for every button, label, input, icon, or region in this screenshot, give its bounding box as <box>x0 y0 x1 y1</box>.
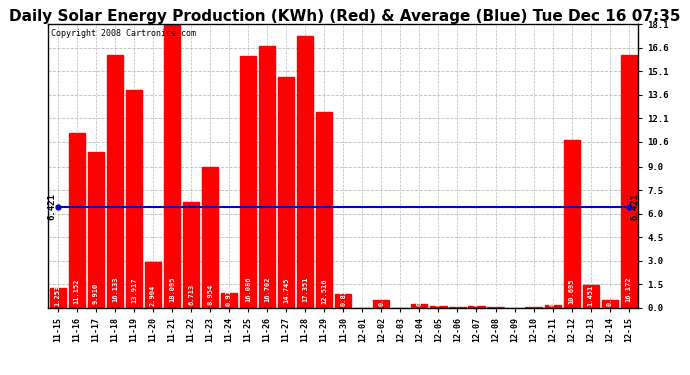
Text: 0.007: 0.007 <box>493 285 498 306</box>
Bar <box>544 304 561 307</box>
Text: 13.917: 13.917 <box>131 278 137 303</box>
Text: 8.954: 8.954 <box>207 284 213 305</box>
Text: 0.046: 0.046 <box>531 285 537 306</box>
Bar <box>431 306 446 308</box>
Bar <box>183 202 199 308</box>
Bar <box>582 285 599 308</box>
Text: 2.904: 2.904 <box>150 285 156 306</box>
Bar <box>526 307 542 308</box>
Bar <box>602 300 618 307</box>
Bar <box>69 133 85 308</box>
Text: Daily Solar Energy Production (KWh) (Red) & Average (Blue) Tue Dec 16 07:35: Daily Solar Energy Production (KWh) (Red… <box>9 9 681 24</box>
Text: 6.713: 6.713 <box>188 284 194 305</box>
Bar <box>620 54 637 307</box>
Bar <box>240 56 256 308</box>
Text: 0.000: 0.000 <box>397 285 404 306</box>
Bar <box>297 36 313 308</box>
Text: 9.910: 9.910 <box>93 283 99 304</box>
Text: 18.095: 18.095 <box>169 276 175 302</box>
Text: 0.107: 0.107 <box>473 285 480 306</box>
Bar <box>107 55 123 308</box>
Bar <box>221 293 237 308</box>
Bar <box>164 24 180 307</box>
Bar <box>411 304 428 307</box>
Bar <box>564 140 580 308</box>
Text: 0.477: 0.477 <box>378 285 384 306</box>
Text: 0.105: 0.105 <box>435 285 442 306</box>
Text: 16.133: 16.133 <box>112 277 118 303</box>
Bar <box>202 168 218 308</box>
Text: 0.182: 0.182 <box>550 285 555 306</box>
Text: 11.152: 11.152 <box>74 279 80 304</box>
Text: 1.253: 1.253 <box>55 285 61 306</box>
Bar <box>50 288 66 308</box>
Text: 12.516: 12.516 <box>322 278 327 304</box>
Bar <box>126 90 142 308</box>
Bar <box>373 300 389 307</box>
Text: Copyright 2008 Cartronics.com: Copyright 2008 Cartronics.com <box>51 28 196 38</box>
Bar <box>278 77 294 308</box>
Text: 0.000: 0.000 <box>359 285 365 306</box>
Text: 16.086: 16.086 <box>245 277 251 303</box>
Text: 0.480: 0.480 <box>607 285 613 306</box>
Text: 14.745: 14.745 <box>283 278 289 303</box>
Bar <box>88 153 104 308</box>
Text: 17.351: 17.351 <box>302 277 308 302</box>
Text: 6.421: 6.421 <box>48 194 57 220</box>
Text: 0.228: 0.228 <box>416 285 422 306</box>
Bar <box>259 46 275 308</box>
Bar <box>316 112 333 308</box>
Text: 10.695: 10.695 <box>569 279 575 304</box>
Text: 16.172: 16.172 <box>626 277 632 303</box>
Text: 16.702: 16.702 <box>264 277 270 302</box>
Bar <box>469 306 484 308</box>
Bar <box>335 294 351 307</box>
Bar <box>145 262 161 308</box>
Text: 1.451: 1.451 <box>588 285 593 306</box>
Text: 6.421: 6.421 <box>630 194 639 220</box>
Text: 0.000: 0.000 <box>511 285 518 306</box>
Text: 0.838: 0.838 <box>340 285 346 306</box>
Text: 0.002: 0.002 <box>455 285 460 306</box>
Text: 0.918: 0.918 <box>226 285 232 306</box>
